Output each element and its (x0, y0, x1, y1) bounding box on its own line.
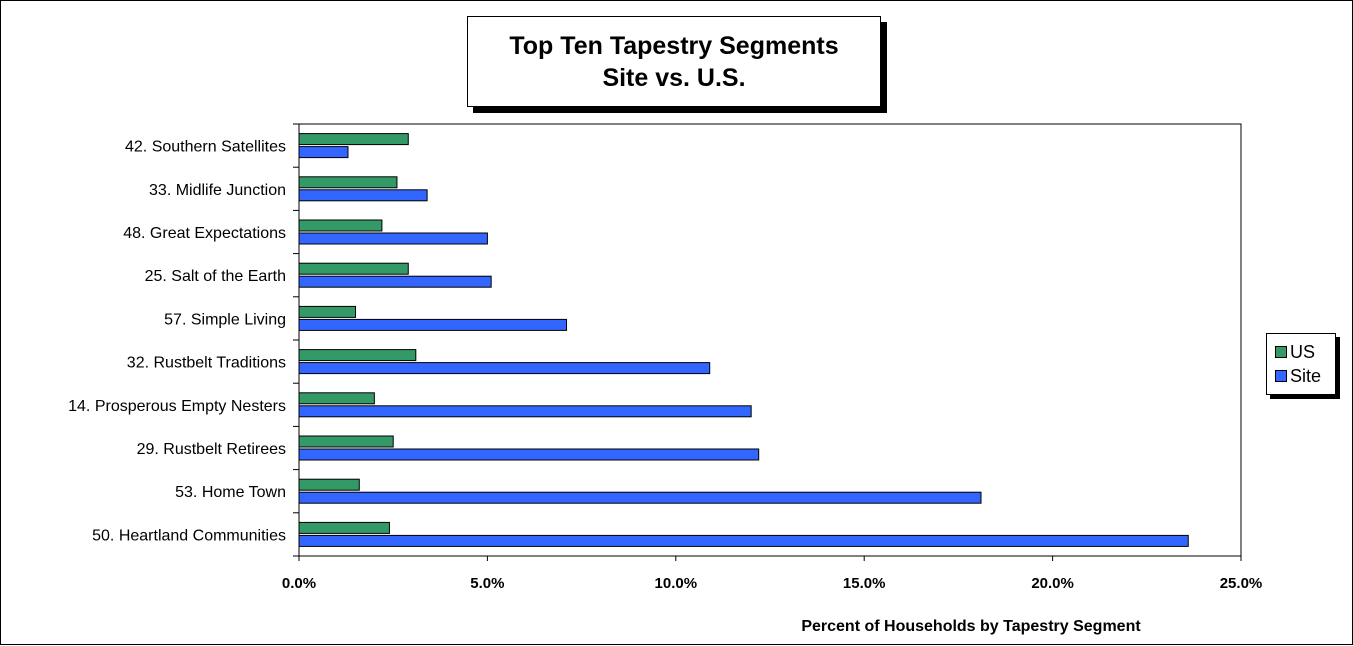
bar-us (298, 176, 398, 189)
x-tick-label: 10.0% (655, 575, 698, 592)
bar-site (298, 448, 760, 461)
category-label: 42. Southern Satellites (125, 139, 286, 156)
bar-us (298, 478, 360, 491)
legend-label-us: US (1290, 341, 1316, 362)
bar-us (298, 219, 383, 232)
bar-site (298, 405, 752, 418)
category-label: 57. Simple Living (164, 311, 286, 328)
bar-us (298, 349, 417, 362)
category-label: 25. Salt of the Earth (145, 268, 286, 285)
category-label: 50. Heartland Communities (92, 527, 286, 544)
category-label: 32. Rustbelt Traditions (127, 355, 286, 372)
bar-us (298, 435, 394, 448)
x-tick-label: 15.0% (843, 575, 886, 592)
x-tick-label: 25.0% (1220, 575, 1263, 592)
bar-site (298, 232, 488, 245)
bar-site (298, 318, 568, 331)
legend-swatch-us (1275, 346, 1287, 358)
bar-us (298, 133, 409, 146)
bar-site (298, 275, 492, 288)
bar-site (298, 534, 1189, 547)
x-axis-title: Percent of Households by Tapestry Segmen… (801, 618, 1141, 635)
category-label: 33. Midlife Junction (149, 182, 286, 199)
bar-us (298, 262, 409, 275)
legend-item-us: US (1275, 340, 1335, 364)
legend-label-site: Site (1290, 365, 1322, 386)
bar-site (298, 491, 982, 504)
bar-site (298, 146, 349, 159)
bar-us (298, 305, 357, 318)
plot-area (298, 123, 1242, 557)
category-label: 48. Great Expectations (123, 225, 286, 242)
category-label: 53. Home Town (175, 484, 286, 501)
category-label: 14. Prosperous Empty Nesters (68, 398, 286, 415)
bar-us (298, 521, 390, 534)
category-label: 29. Rustbelt Retirees (137, 441, 286, 458)
x-tick-label: 0.0% (282, 575, 316, 592)
legend-item-site: Site (1275, 364, 1335, 388)
bar-site (298, 189, 428, 202)
legend-swatch-site (1275, 370, 1287, 382)
legend: US Site (1266, 333, 1336, 395)
chart-title-box: Top Ten Tapestry Segments Site vs. U.S. (467, 16, 881, 107)
bar-site (298, 362, 711, 375)
bar-us (298, 392, 375, 405)
x-tick-label: 5.0% (470, 575, 504, 592)
chart-subtitle: Site vs. U.S. (602, 63, 746, 92)
chart-title: Top Ten Tapestry Segments (509, 31, 839, 60)
x-tick-label: 20.0% (1031, 575, 1074, 592)
